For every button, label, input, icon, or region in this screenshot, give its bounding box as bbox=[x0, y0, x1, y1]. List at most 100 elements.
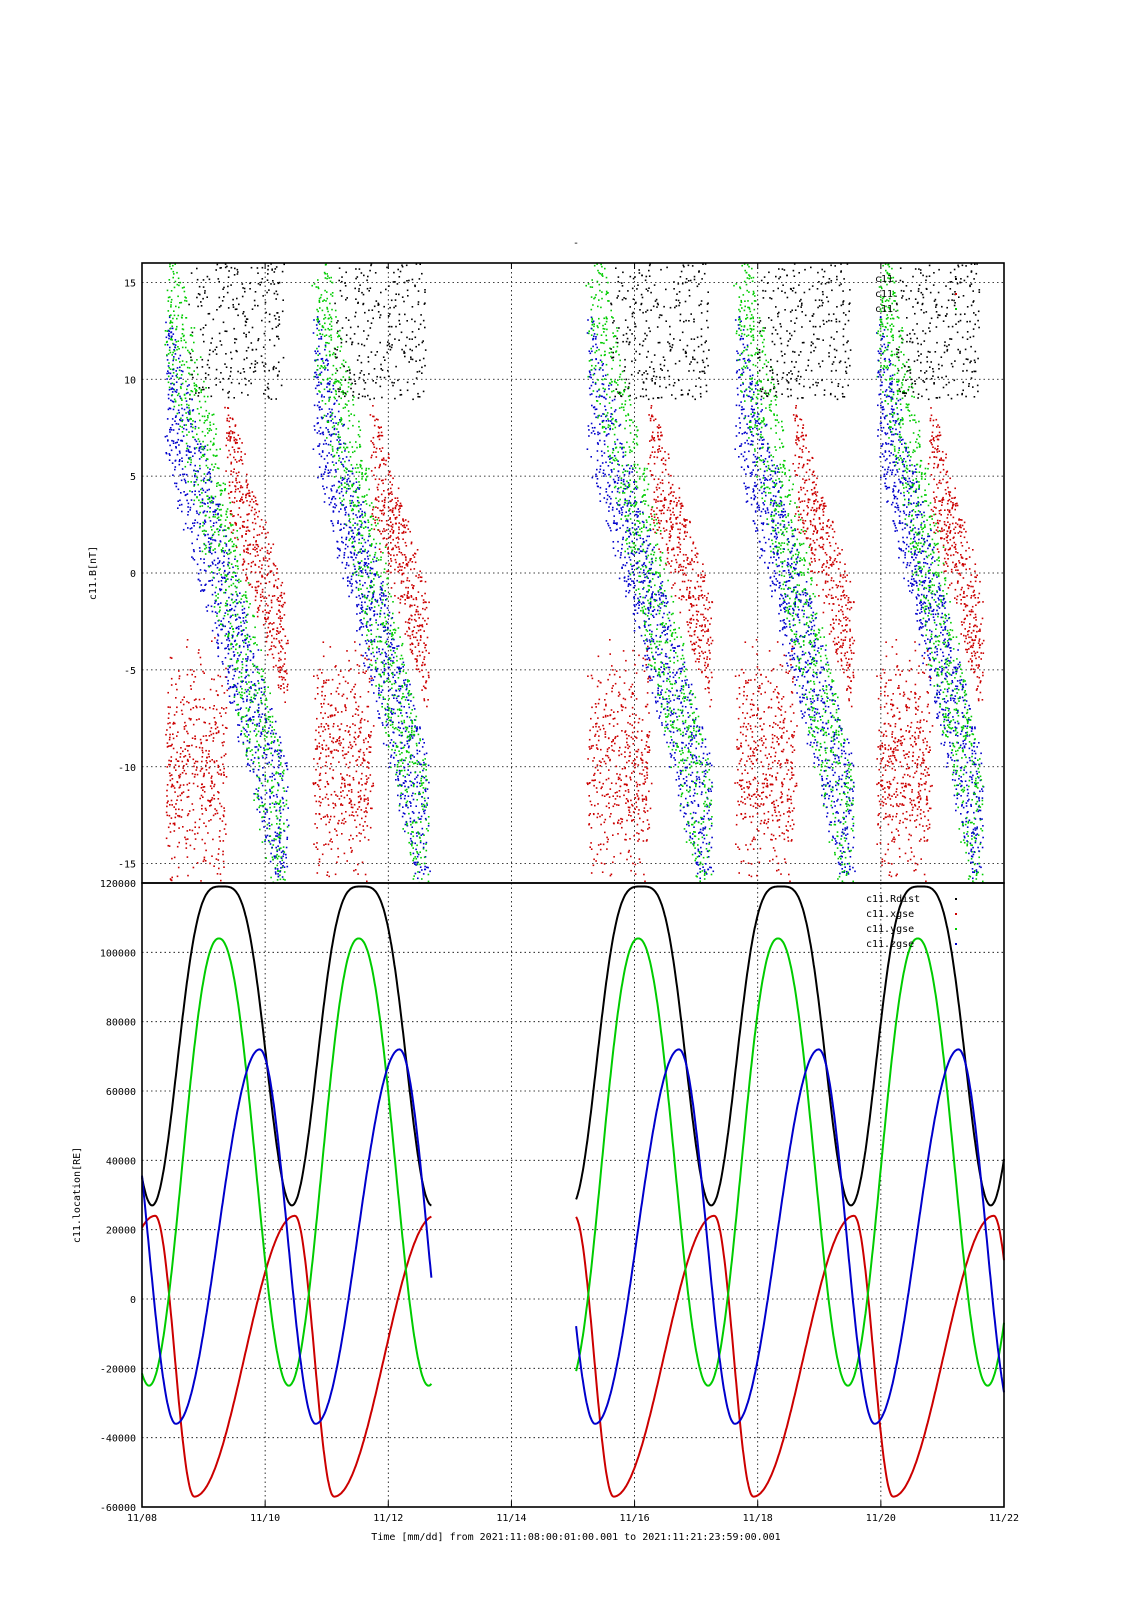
field-point bbox=[173, 824, 176, 826]
field-point bbox=[361, 534, 364, 537]
field-point bbox=[235, 488, 237, 491]
field-point bbox=[366, 811, 368, 814]
field-point bbox=[401, 553, 404, 556]
field-point bbox=[176, 453, 179, 456]
field-point bbox=[313, 375, 315, 378]
field-point bbox=[180, 479, 183, 482]
field-point bbox=[377, 694, 380, 696]
field-point bbox=[232, 298, 234, 301]
field-point bbox=[195, 705, 197, 708]
field-point bbox=[249, 720, 252, 722]
field-point bbox=[363, 798, 366, 800]
field-point bbox=[273, 729, 276, 731]
field-point bbox=[383, 463, 385, 465]
field-point bbox=[279, 736, 281, 738]
field-point bbox=[399, 636, 401, 638]
field-point bbox=[229, 453, 232, 456]
field-point bbox=[373, 640, 376, 643]
field-point bbox=[167, 329, 170, 332]
field-point bbox=[192, 503, 195, 506]
field-point bbox=[223, 767, 225, 770]
field-point bbox=[347, 319, 350, 321]
field-point bbox=[352, 504, 355, 507]
field-point bbox=[400, 685, 402, 688]
field-point bbox=[348, 775, 351, 777]
field-point bbox=[422, 791, 424, 794]
field-point bbox=[344, 395, 346, 398]
field-point bbox=[334, 497, 337, 500]
field-point bbox=[183, 726, 186, 728]
field-point bbox=[170, 382, 172, 385]
field-point bbox=[268, 552, 270, 555]
field-point bbox=[170, 799, 173, 802]
field-point bbox=[241, 498, 243, 501]
field-point bbox=[376, 599, 379, 602]
field-point bbox=[245, 658, 247, 660]
field-point bbox=[279, 861, 281, 863]
field-point bbox=[375, 572, 378, 575]
field-point bbox=[209, 424, 212, 426]
field-point bbox=[354, 549, 356, 552]
field-point bbox=[262, 767, 264, 769]
field-point bbox=[269, 716, 271, 718]
field-point bbox=[236, 652, 239, 654]
field-point bbox=[173, 856, 176, 859]
field-point bbox=[368, 746, 371, 748]
field-point bbox=[245, 690, 248, 693]
field-point bbox=[236, 579, 239, 582]
field-point bbox=[401, 731, 403, 734]
field-point bbox=[258, 566, 260, 568]
field-point bbox=[228, 666, 231, 669]
field-point bbox=[379, 376, 382, 379]
field-point bbox=[204, 553, 207, 555]
field-point bbox=[176, 799, 178, 801]
field-point bbox=[374, 522, 376, 524]
field-point bbox=[235, 591, 237, 593]
field-point bbox=[400, 747, 402, 750]
field-point bbox=[186, 406, 188, 409]
field-point bbox=[244, 377, 246, 380]
field-point bbox=[224, 549, 227, 552]
field-point bbox=[220, 580, 223, 582]
field-point bbox=[215, 455, 217, 457]
field-point bbox=[321, 706, 323, 708]
field-point bbox=[369, 572, 371, 574]
field-point bbox=[217, 647, 220, 649]
field-point bbox=[343, 392, 346, 394]
field-point bbox=[225, 676, 228, 678]
field-point bbox=[421, 651, 424, 653]
field-point bbox=[370, 567, 372, 570]
field-point bbox=[226, 609, 228, 612]
field-point bbox=[170, 684, 173, 686]
field-point bbox=[380, 592, 383, 594]
field-point bbox=[173, 806, 175, 808]
field-point bbox=[219, 381, 222, 383]
field-point bbox=[422, 759, 424, 761]
field-point bbox=[328, 390, 331, 393]
field-point bbox=[182, 528, 185, 531]
field-point bbox=[189, 669, 192, 671]
field-point bbox=[212, 413, 215, 416]
field-point bbox=[228, 420, 230, 423]
field-point bbox=[191, 737, 194, 739]
field-point bbox=[166, 729, 168, 731]
field-point bbox=[248, 741, 251, 744]
field-point bbox=[359, 443, 361, 446]
field-point bbox=[413, 857, 415, 860]
field-point bbox=[167, 745, 170, 747]
field-point bbox=[227, 396, 230, 399]
field-point bbox=[234, 668, 237, 670]
field-point bbox=[205, 606, 208, 608]
field-point bbox=[268, 818, 271, 820]
field-point bbox=[247, 346, 250, 349]
field-point bbox=[353, 803, 356, 806]
field-point bbox=[250, 687, 252, 690]
field-point bbox=[259, 735, 262, 737]
field-point bbox=[218, 332, 221, 335]
field-point bbox=[233, 700, 236, 703]
field-point bbox=[411, 737, 414, 739]
field-point bbox=[321, 408, 323, 410]
field-point bbox=[238, 646, 241, 649]
field-point bbox=[353, 333, 356, 335]
field-point bbox=[256, 671, 259, 673]
